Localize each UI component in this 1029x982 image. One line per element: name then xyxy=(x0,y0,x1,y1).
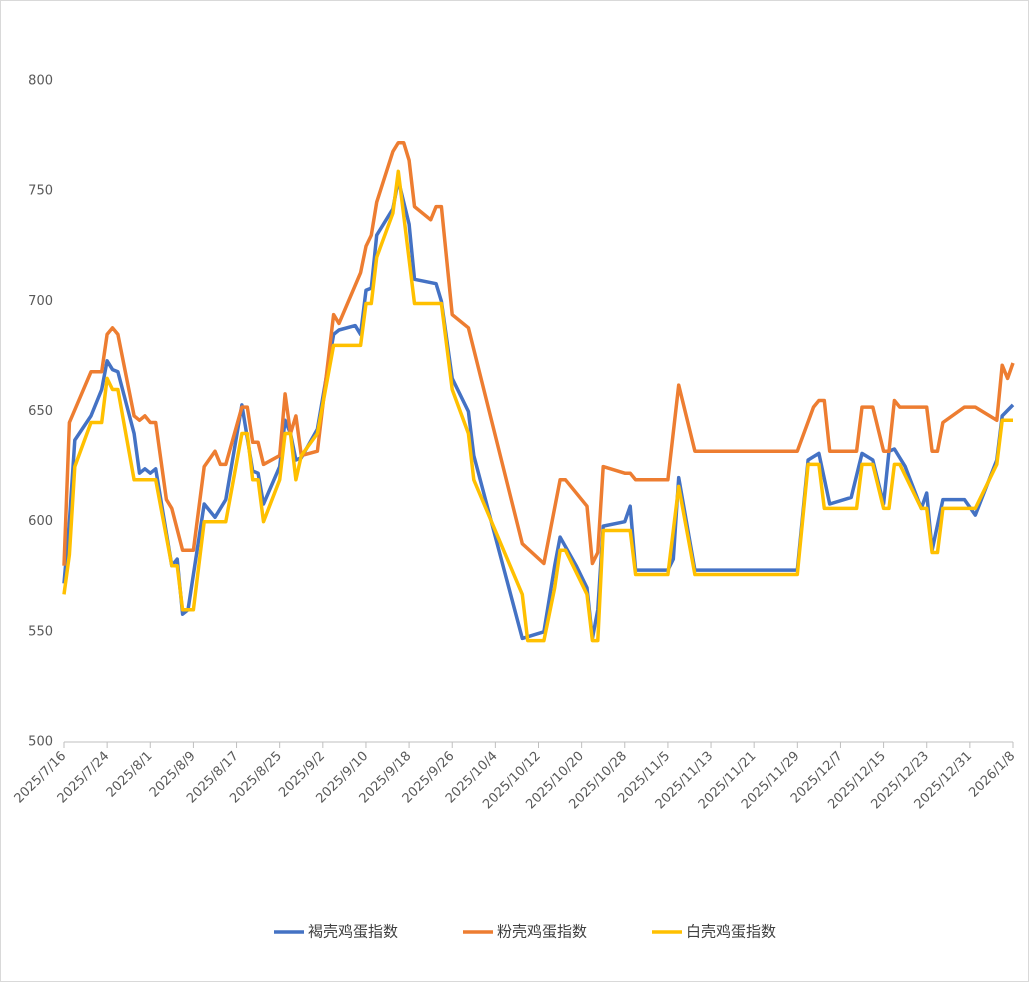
legend-label: 粉壳鸡蛋指数 xyxy=(497,923,587,941)
y-tick-label: 750 xyxy=(28,184,53,199)
series-line xyxy=(62,178,1015,641)
series-line xyxy=(62,140,1015,566)
legend-label: 褐壳鸡蛋指数 xyxy=(308,923,398,941)
y-tick-label: 600 xyxy=(28,514,53,529)
legend-label: 白壳鸡蛋指数 xyxy=(686,923,776,941)
y-tick-label: 800 xyxy=(28,74,53,89)
y-tick-label: 650 xyxy=(28,404,53,419)
y-tick-label: 500 xyxy=(28,735,53,750)
y-tick-label: 700 xyxy=(28,294,53,309)
y-tick-label: 550 xyxy=(28,624,53,639)
series-line xyxy=(62,169,1013,643)
